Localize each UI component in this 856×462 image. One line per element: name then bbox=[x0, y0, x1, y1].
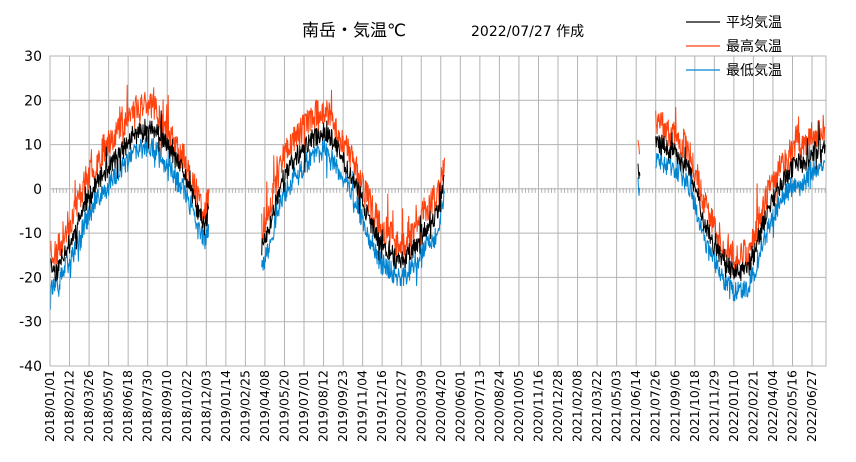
y-tick-label: 20 bbox=[24, 93, 42, 109]
legend-label-2: 最低気温 bbox=[726, 63, 782, 79]
x-tick-label: 2021/07/26 bbox=[648, 370, 663, 442]
x-tick-label: 2022/04/04 bbox=[765, 370, 780, 442]
legend-label-0: 平均気温 bbox=[726, 15, 782, 31]
x-tick-label: 2019/09/23 bbox=[335, 370, 350, 442]
x-tick-label: 2021/05/03 bbox=[609, 370, 624, 442]
chart-title: 南岳・気温℃ bbox=[302, 21, 406, 41]
x-tick-label: 2021/06/14 bbox=[628, 370, 643, 442]
x-tick-label: 2018/05/07 bbox=[101, 370, 116, 442]
x-tick-label: 2020/04/20 bbox=[433, 370, 448, 442]
x-tick-label: 2019/11/04 bbox=[355, 370, 370, 442]
x-tick-label: 2019/01/14 bbox=[218, 370, 233, 442]
x-tick-label: 2019/12/16 bbox=[374, 370, 389, 442]
x-tick-label: 2019/02/25 bbox=[237, 370, 252, 442]
x-tick-label: 2018/01/01 bbox=[42, 370, 57, 442]
x-tick-label: 2018/09/10 bbox=[159, 370, 174, 442]
plot-area-frame bbox=[49, 55, 827, 367]
x-tick-label: 2021/11/29 bbox=[706, 370, 721, 442]
x-tick-label: 2020/12/28 bbox=[550, 370, 565, 442]
y-tick-label: -10 bbox=[19, 226, 42, 242]
x-tick-label: 2018/03/26 bbox=[81, 370, 96, 442]
x-tick-label: 2020/07/13 bbox=[472, 370, 487, 442]
x-tick-label: 2020/01/27 bbox=[394, 370, 409, 442]
x-gridlines bbox=[49, 56, 813, 366]
x-tick-labels: 2018/01/01 2018/02/12 2018/03/26 2018/05/07… bbox=[42, 370, 819, 442]
x-tick-label: 2019/08/12 bbox=[316, 370, 331, 442]
x-tick-label: 2018/02/12 bbox=[62, 370, 77, 442]
x-tick-label: 2018/10/22 bbox=[179, 370, 194, 442]
x-tick-label: 2020/08/24 bbox=[491, 370, 506, 442]
y-tick-label: 0 bbox=[33, 182, 42, 198]
x-tick-label: 2020/06/01 bbox=[452, 370, 467, 442]
x-tick-label: 2022/05/16 bbox=[785, 370, 800, 442]
series-line-1 bbox=[49, 84, 826, 273]
x-tick-label: 2019/07/01 bbox=[296, 370, 311, 442]
series-line-2 bbox=[49, 134, 826, 310]
y-tick-label: 10 bbox=[24, 138, 42, 154]
x-tick-label: 2019/04/08 bbox=[257, 370, 272, 442]
x-tick-label: 2020/10/05 bbox=[511, 370, 526, 442]
y-tick-label: 30 bbox=[24, 49, 42, 65]
x-tick-label: 2021/09/06 bbox=[667, 370, 682, 442]
x-tick-label: 2022/01/10 bbox=[726, 370, 741, 442]
y-tick-labels: 30 20 10 0 -10 -20 -30 -40 bbox=[19, 49, 42, 375]
x-tick-label: 2021/10/18 bbox=[687, 370, 702, 442]
series-line-0 bbox=[49, 110, 826, 282]
series-lines bbox=[49, 84, 826, 310]
x-tick-label: 2018/07/30 bbox=[140, 370, 155, 442]
y-tick-label: -30 bbox=[19, 315, 42, 331]
y-tick-label: -40 bbox=[19, 359, 42, 375]
x-tick-label: 2020/11/16 bbox=[530, 370, 545, 442]
legend-label-1: 最高気温 bbox=[726, 38, 782, 55]
x-tick-label: 2019/05/20 bbox=[276, 370, 291, 442]
x-tick-label: 2018/06/18 bbox=[120, 370, 135, 442]
y-tick-label: -20 bbox=[19, 270, 42, 286]
chart-subtitle: 2022/07/27 作成 bbox=[471, 24, 584, 40]
x-tick-label: 2022/06/27 bbox=[804, 370, 819, 442]
x-tick-label: 2018/12/03 bbox=[198, 370, 213, 442]
x-tick-label: 2021/02/08 bbox=[570, 370, 585, 442]
x-tick-label: 2022/02/21 bbox=[745, 370, 760, 442]
x-tick-label: 2021/03/22 bbox=[589, 370, 604, 442]
x-tick-label: 2020/03/09 bbox=[413, 370, 428, 442]
